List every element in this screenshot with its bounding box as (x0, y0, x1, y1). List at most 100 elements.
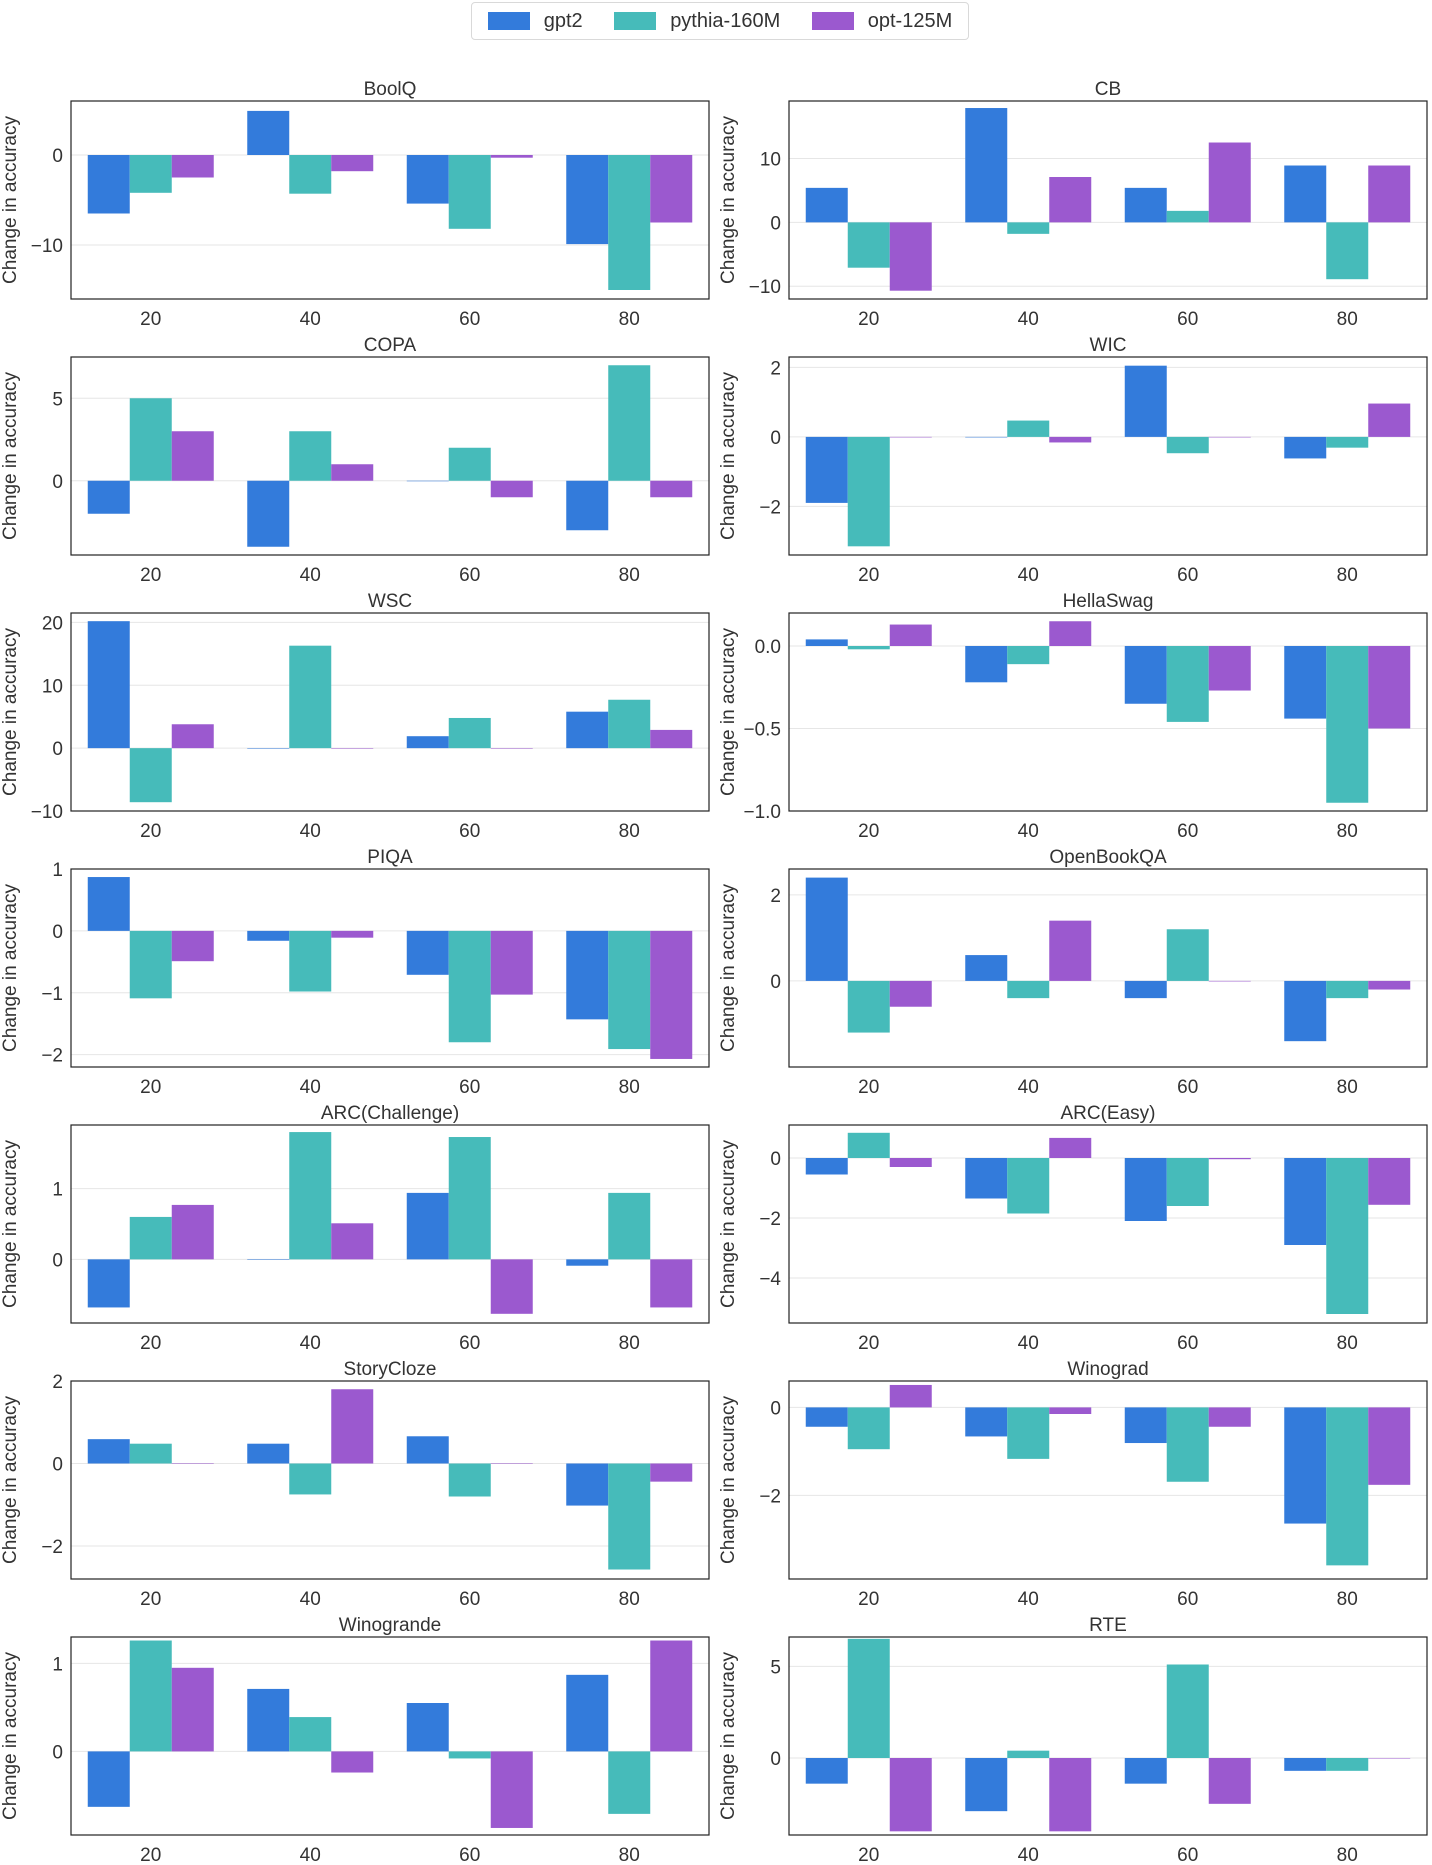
bar-opt-125M-40 (1049, 621, 1092, 646)
x-tick-label: 40 (300, 1333, 321, 1354)
bar-pythia-160M-40 (1007, 980, 1050, 999)
y-tick-label: −2 (759, 497, 781, 518)
bar-opt-125M-40 (331, 930, 374, 938)
subplot-boolq: 0 −10 20 40 60 80 BoolQ Change in accuracy (0, 79, 710, 330)
y-tick-label: −0.5 (743, 720, 781, 741)
y-tick-label: 0 (770, 972, 781, 993)
bar-pythia-160M-20 (129, 1216, 172, 1260)
y-axis-label: Change in accuracy (718, 1140, 739, 1308)
x-tick-label: 60 (459, 565, 480, 586)
bar-pythia-160M-60 (448, 155, 491, 229)
x-tick-label: 80 (619, 1589, 640, 1610)
x-tick-label: 40 (1018, 1077, 1039, 1098)
y-tick-label: 0 (52, 472, 63, 493)
bar-opt-125M-80 (1368, 646, 1411, 729)
subplot-title: ARC(Easy) (1060, 1103, 1155, 1124)
bar-gpt2-40 (247, 1443, 290, 1464)
bar-opt-125M-80 (650, 1463, 693, 1482)
bar-gpt2-40 (247, 480, 290, 547)
y-tick-label: −2 (759, 1209, 781, 1230)
subplot-title: Winograd (1067, 1359, 1148, 1380)
bar-gpt2-80 (1284, 436, 1327, 459)
bar-pythia-160M-20 (129, 930, 172, 999)
bar-gpt2-80 (1284, 646, 1327, 719)
plot-frame (70, 100, 710, 300)
bar-gpt2-20 (87, 1259, 130, 1308)
subplot-title: RTE (1089, 1615, 1127, 1636)
bar-gpt2-40 (247, 1259, 290, 1260)
x-tick-label: 80 (619, 309, 640, 330)
bar-gpt2-80 (566, 930, 609, 1020)
x-tick-label: 20 (858, 565, 879, 586)
bar-pythia-160M-40 (1007, 1750, 1050, 1758)
bar-gpt2-60 (1124, 365, 1167, 437)
x-tick-label: 20 (858, 1845, 879, 1865)
bar-opt-125M-20 (889, 1758, 932, 1832)
subplot-title: HellaSwag (1063, 591, 1154, 612)
bar-opt-125M-60 (490, 748, 533, 749)
subplot-winograd: 0 −2 20 40 60 80 Winograd Change in accuracy (718, 1359, 1428, 1610)
x-tick-label: 80 (619, 565, 640, 586)
bar-opt-125M-60 (490, 1259, 533, 1314)
bar-pythia-160M-60 (448, 1463, 491, 1497)
y-tick-label: 1 (52, 1654, 63, 1675)
bar-opt-125M-60 (490, 480, 533, 498)
x-tick-label: 60 (459, 821, 480, 842)
plot-frame (70, 1636, 710, 1836)
x-tick-label: 60 (1177, 1845, 1198, 1865)
bar-pythia-160M-60 (448, 717, 491, 749)
bar-pythia-160M-40 (289, 645, 332, 749)
bar-gpt2-80 (1284, 1758, 1327, 1771)
x-tick-label: 20 (858, 309, 879, 330)
subplot-hellaswag: 0.0 −0.5 −1.0 20 40 60 80 HellaSwag Change in ac… (718, 591, 1428, 842)
bar-pythia-160M-40 (289, 930, 332, 992)
bar-pythia-160M-20 (129, 155, 172, 193)
bar-pythia-160M-20 (847, 1132, 890, 1158)
bar-opt-125M-20 (171, 724, 214, 749)
x-tick-label: 60 (1177, 309, 1198, 330)
legend-item-opt: opt-125M (811, 9, 953, 33)
bar-gpt2-60 (406, 155, 449, 204)
legend-swatch-opt (811, 12, 854, 30)
bar-gpt2-20 (805, 187, 848, 223)
subplot-arc-easy-: 0 −2 −4 20 40 60 80 ARC(Easy) Change in accuracy (718, 1103, 1428, 1354)
x-tick-label: 40 (1018, 309, 1039, 330)
bar-opt-125M-20 (889, 222, 932, 291)
bar-gpt2-20 (87, 1439, 130, 1464)
bar-gpt2-20 (805, 1407, 848, 1427)
plot-frame (788, 868, 1428, 1068)
bar-gpt2-40 (965, 1407, 1008, 1437)
bar-gpt2-40 (965, 1758, 1008, 1812)
bar-opt-125M-20 (889, 980, 932, 1007)
bar-pythia-160M-40 (289, 1463, 332, 1495)
x-tick-label: 40 (300, 309, 321, 330)
bar-opt-125M-40 (1049, 1407, 1092, 1414)
bar-gpt2-40 (965, 108, 1008, 223)
x-tick-label: 40 (300, 565, 321, 586)
subplot-rte: 5 0 20 40 60 80 RTE Change in accuracy (718, 1615, 1428, 1865)
y-tick-label: 20 (42, 613, 63, 634)
plot-frame (70, 612, 710, 812)
x-tick-label: 80 (619, 1845, 640, 1865)
y-axis-label: Change in accuracy (0, 1396, 21, 1564)
bar-opt-125M-60 (490, 930, 533, 995)
x-tick-label: 80 (1337, 1845, 1358, 1865)
bar-pythia-160M-20 (847, 1638, 890, 1758)
bar-opt-125M-40 (1049, 920, 1092, 981)
legend-label-opt: opt-125M (867, 9, 953, 32)
bar-gpt2-80 (1284, 980, 1327, 1042)
bar-gpt2-80 (566, 480, 609, 531)
x-tick-label: 40 (300, 821, 321, 842)
y-tick-label: 0 (770, 213, 781, 234)
bar-pythia-160M-40 (1007, 646, 1050, 665)
bar-opt-125M-40 (331, 155, 374, 172)
x-tick-label: 20 (140, 565, 161, 586)
bar-opt-125M-20 (171, 930, 214, 962)
y-tick-label: 1 (52, 860, 63, 881)
plot-frame (788, 612, 1428, 812)
bar-pythia-160M-40 (1007, 222, 1050, 234)
x-tick-label: 60 (459, 1845, 480, 1865)
y-tick-label: 2 (770, 358, 781, 379)
x-tick-label: 20 (140, 1333, 161, 1354)
